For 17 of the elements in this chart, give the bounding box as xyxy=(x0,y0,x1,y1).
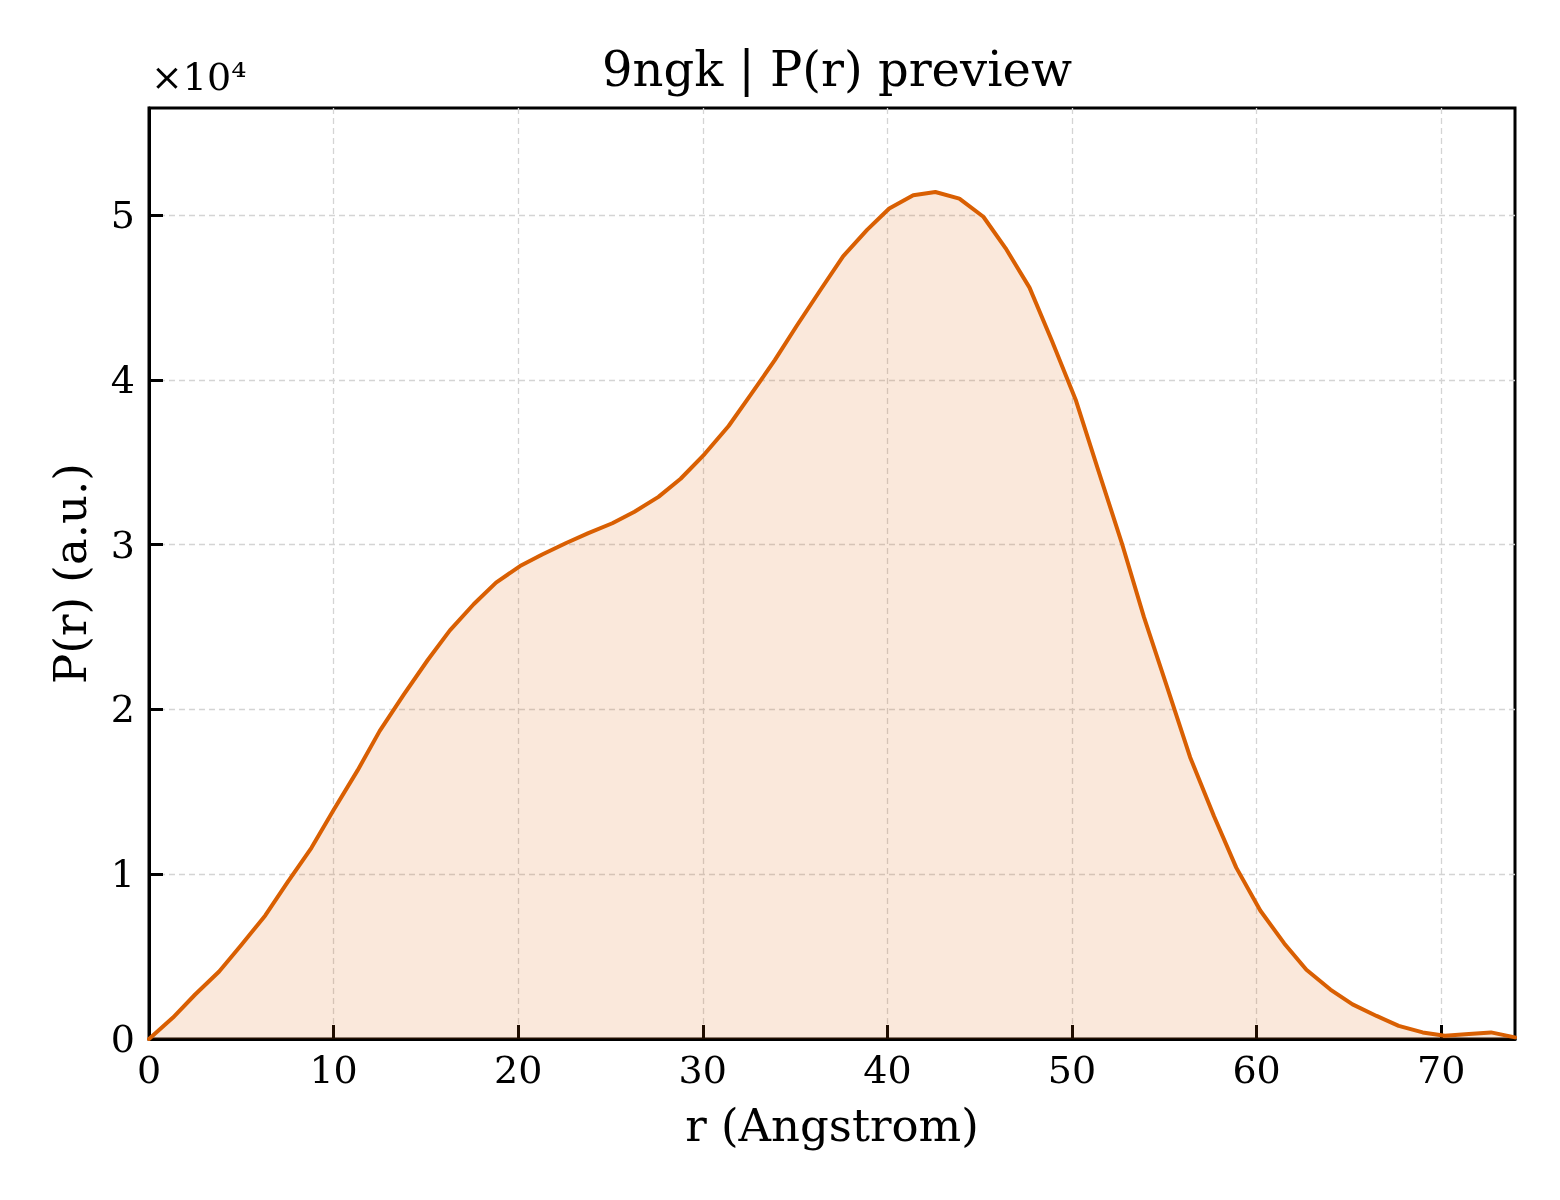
y-tick-label: 1 xyxy=(110,852,135,897)
x-tick-label: 20 xyxy=(494,1048,543,1092)
x-tick-label: 60 xyxy=(1232,1048,1281,1092)
y-tick-label: 4 xyxy=(110,357,135,402)
y-tick-label: 5 xyxy=(110,193,135,238)
x-axis-title: r (Angstrom) xyxy=(685,1099,979,1152)
y-tick-label: 2 xyxy=(110,687,135,732)
y-tick-label: 3 xyxy=(110,522,135,567)
text: ×10⁴ xyxy=(151,55,247,99)
x-tick-label: 30 xyxy=(678,1048,727,1092)
x-tick-label: 10 xyxy=(309,1048,358,1092)
x-tick-label: 70 xyxy=(1416,1048,1466,1092)
y-tick-label: 0 xyxy=(110,1017,135,1061)
x-tick-label: 40 xyxy=(863,1048,912,1092)
y-axis-title: P(r) (a.u.) xyxy=(44,463,97,684)
chart-title: 9ngk | P(r) preview xyxy=(602,41,1072,97)
x-tick-label: 50 xyxy=(1047,1048,1097,1092)
